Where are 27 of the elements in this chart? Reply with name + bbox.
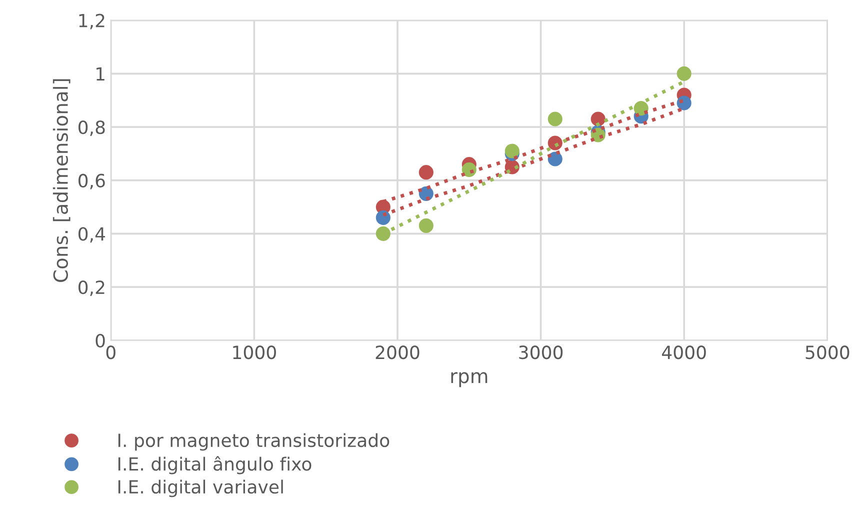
point	[590, 112, 606, 126]
x-tick-label: 1000	[233, 346, 276, 360]
y-tick-label: 0	[96, 334, 105, 348]
point	[548, 152, 562, 166]
x-tick-label: 4000	[662, 346, 706, 360]
point	[548, 112, 562, 126]
y-tick-label: 0,4	[78, 227, 106, 243]
y-tick-label: 0,6	[78, 174, 105, 190]
point	[418, 165, 434, 180]
legend-label: I. por magneto transistorizado	[118, 433, 390, 451]
x-tick-label: 5000	[806, 346, 850, 360]
x-axis-title: rpm	[451, 372, 488, 388]
point	[676, 66, 692, 81]
x-tick-label: 3000	[519, 346, 563, 360]
point	[376, 226, 390, 241]
legend-label: I.E. digital ângulo fixo	[118, 456, 312, 474]
x-tick-label: 2000	[376, 346, 420, 360]
y-tick-label: 0,8	[78, 120, 105, 136]
y-tick-label: 0,2	[78, 280, 104, 296]
x-tick-label: 0	[106, 346, 116, 360]
y-tick-label: 1,2	[79, 14, 104, 30]
point	[676, 96, 692, 110]
point	[418, 218, 434, 233]
point	[376, 210, 390, 225]
legend-label: I.E. digital variavel	[118, 480, 283, 498]
y-tick-label: 1	[96, 67, 104, 81]
y-axis-title: Cons. [adimensional]	[52, 79, 70, 282]
